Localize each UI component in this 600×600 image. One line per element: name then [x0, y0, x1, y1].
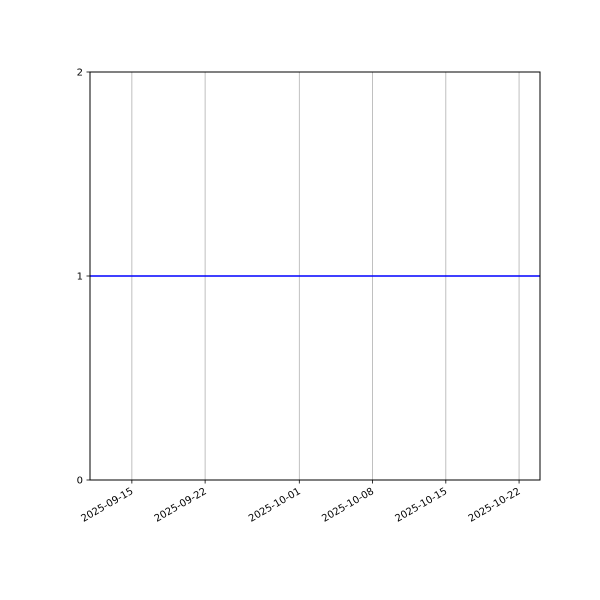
y-axis: 0 1 2 — [77, 68, 90, 487]
x-axis: 2025-09-15 2025-09-22 2025-10-01 2025-10-08… — [80, 480, 523, 525]
x-tick-label: 2025-10-08 — [320, 486, 376, 525]
x-tick-label: 2025-10-01 — [247, 486, 303, 525]
x-tick-label: 2025-10-22 — [467, 486, 523, 525]
y-tick-label: 1 — [77, 272, 83, 283]
y-tick-label: 2 — [77, 68, 83, 79]
y-tick-label: 0 — [77, 476, 83, 487]
x-tick-label: 2025-09-15 — [80, 486, 136, 525]
x-tick-label: 2025-10-15 — [393, 486, 449, 525]
x-tick-label: 2025-09-22 — [153, 486, 209, 525]
